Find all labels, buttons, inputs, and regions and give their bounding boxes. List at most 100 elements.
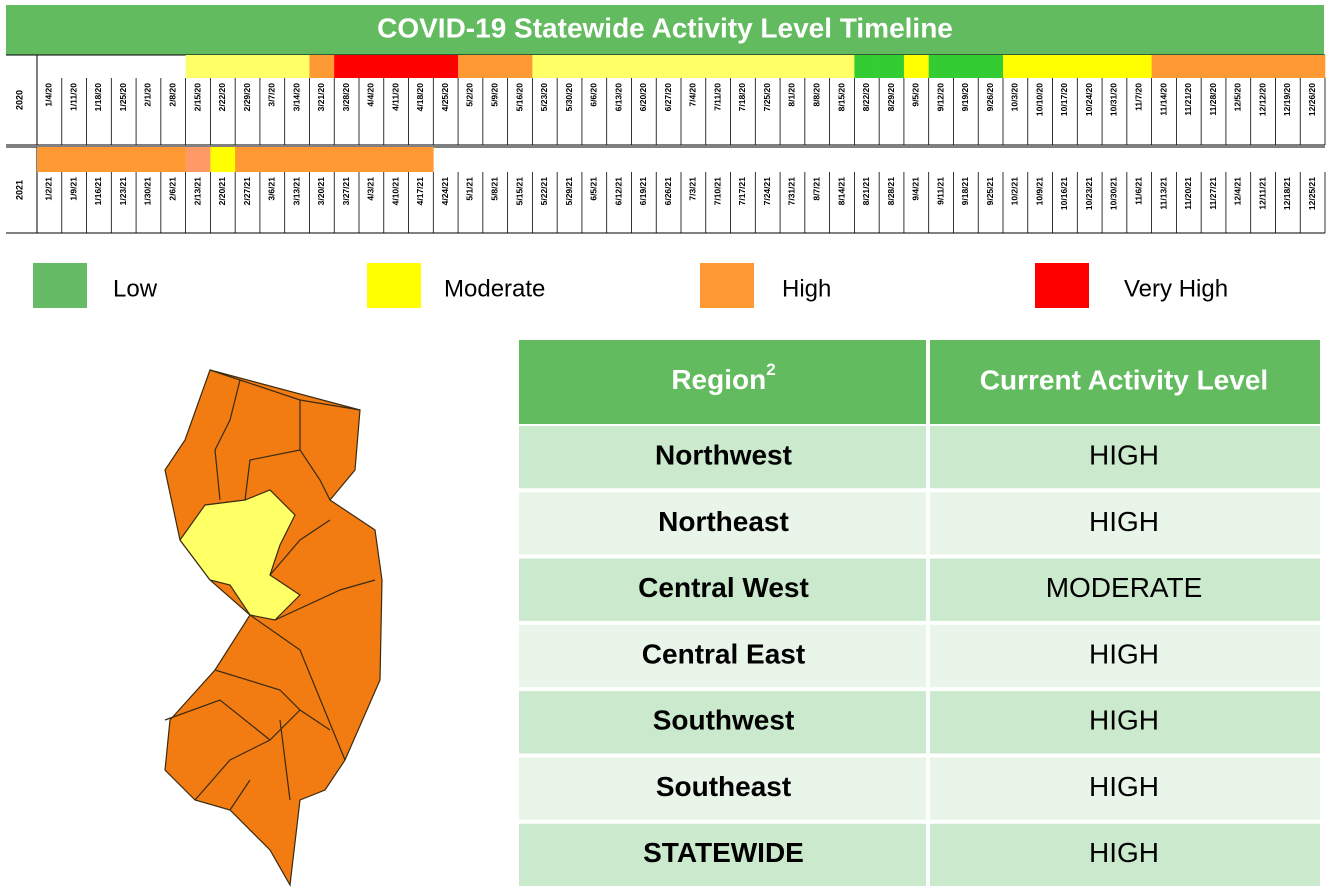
date-label: 7/24/21: [762, 177, 772, 206]
date-label: 7/25/20: [762, 83, 772, 112]
timeline: 2020 1/4/20 1/11/20 1/18/20 1/25/20 2/1/20 2/8…: [6, 54, 1326, 234]
date-label: 2/13/21: [192, 177, 202, 206]
level-cell: [61, 147, 87, 172]
date-label: 7/10/21: [712, 177, 722, 206]
date-label: 8/8/20: [811, 83, 821, 107]
date-label: 5/2/20: [465, 83, 475, 107]
level-cell: [1201, 55, 1227, 78]
legend-label: Low: [113, 275, 158, 302]
level-cell: [953, 55, 979, 78]
date-label: 4/24/21: [440, 177, 450, 206]
date-label: 8/22/20: [861, 83, 871, 112]
date-label: 5/22/21: [539, 177, 549, 206]
level-cell: [458, 55, 484, 78]
date-label: 6/20/20: [638, 83, 648, 112]
activity-level: HIGH: [1089, 440, 1159, 471]
level-cell: [160, 147, 186, 172]
date-label: 11/6/21: [1133, 177, 1143, 205]
level-cell: [879, 55, 905, 78]
level-cell: [185, 55, 211, 78]
header-text: Region2: [671, 360, 775, 395]
level-cell: [259, 55, 285, 78]
level-cell: [309, 147, 335, 172]
level-cell: [1176, 55, 1202, 78]
row-cell: [930, 624, 1320, 688]
level-cell: [903, 55, 929, 78]
level-cell: [606, 55, 632, 78]
date-label: 12/26/20: [1307, 83, 1317, 116]
date-label: 5/29/21: [564, 177, 574, 206]
level-cell: [334, 147, 360, 172]
date-label: 11/28/20: [1208, 83, 1218, 116]
date-label: 10/9/21: [1034, 177, 1044, 206]
level-cell: [656, 55, 682, 78]
date-label: 2/1/20: [143, 83, 153, 107]
date-label: 4/10/21: [390, 177, 400, 206]
legend-swatch: [700, 263, 754, 308]
date-label: 12/11/21: [1257, 177, 1267, 210]
legend-swatch: [1035, 263, 1089, 308]
level-cell: [433, 55, 459, 78]
status-table: Region2 Current Activity Level Northwest HI…: [519, 340, 1320, 886]
date-label: 3/7/20: [267, 83, 277, 107]
region-name: Northwest: [655, 440, 792, 471]
year-label: 2020: [14, 90, 24, 110]
date-label: 12/4/21: [1233, 177, 1243, 206]
date-label: 11/13/21: [1158, 177, 1168, 210]
state-orange: [164, 369, 383, 887]
date-label: 7/3/21: [688, 177, 698, 201]
date-label: 6/6/20: [589, 83, 599, 107]
region-name: Southwest: [653, 705, 795, 736]
date-label: 8/1/20: [787, 83, 797, 107]
date-label: 2/27/21: [242, 177, 252, 206]
date-label: 3/6/21: [267, 177, 277, 201]
level-cell: [111, 147, 137, 172]
activity-level: HIGH: [1089, 837, 1159, 868]
row-cell: [930, 823, 1320, 886]
level-cell: [978, 55, 1004, 78]
activity-level: HIGH: [1089, 771, 1159, 802]
date-label: 2/29/20: [242, 83, 252, 112]
date-label: 7/17/21: [737, 177, 747, 206]
level-cell: [854, 55, 880, 78]
level-cell: [928, 55, 954, 78]
level-cell: [804, 55, 830, 78]
level-cell: [1027, 55, 1053, 78]
level-cell: [705, 55, 731, 78]
date-label: 2/20/21: [217, 177, 227, 206]
title-bar: [6, 5, 1324, 55]
level-cell: [730, 55, 756, 78]
row-cell: [519, 492, 926, 555]
level-cell: [631, 55, 657, 78]
date-label: 9/12/20: [935, 83, 945, 112]
legend: Low Moderate High Very High: [33, 263, 1228, 308]
date-label: 8/21/21: [861, 177, 871, 206]
level-cell: [1225, 55, 1251, 78]
date-label: 6/13/20: [613, 83, 623, 112]
date-label: 8/7/21: [811, 177, 821, 201]
row-cell: [519, 757, 926, 820]
level-cell: [284, 147, 310, 172]
title: COVID-19 Statewide Activity Level Timeli…: [377, 12, 953, 43]
date-label: 3/27/21: [341, 177, 351, 206]
date-label: 10/2/21: [1010, 177, 1020, 206]
level-cell: [136, 147, 162, 172]
date-label: 3/13/21: [291, 177, 301, 206]
date-label: 5/1/21: [465, 177, 475, 201]
row-cell: [930, 558, 1320, 621]
date-label: 4/11/20: [390, 83, 400, 111]
region-name: Central East: [642, 638, 805, 669]
date-label: 5/16/20: [514, 83, 524, 112]
date-label: 12/19/20: [1282, 83, 1292, 116]
date-label: 5/15/21: [514, 177, 524, 206]
level-cell: [383, 147, 409, 172]
row-cell: [519, 691, 926, 754]
date-label: 6/27/20: [663, 83, 673, 112]
level-cell: [37, 147, 63, 172]
level-cell: [1300, 55, 1326, 78]
date-label: 9/18/21: [960, 177, 970, 206]
date-label: 5/30/20: [564, 83, 574, 112]
level-cell: [259, 147, 285, 172]
level-cell: [408, 55, 434, 78]
date-label: 4/3/21: [366, 177, 376, 201]
